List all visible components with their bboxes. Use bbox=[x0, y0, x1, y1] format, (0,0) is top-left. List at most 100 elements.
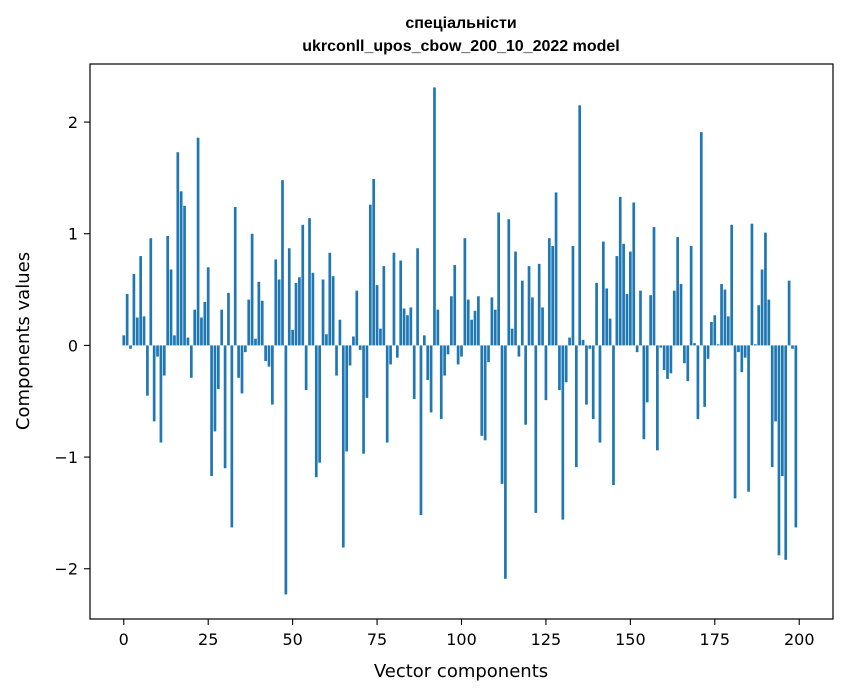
y-axis-label: Components values bbox=[13, 252, 34, 430]
y-tick-label: 1 bbox=[68, 225, 78, 244]
bar bbox=[358, 345, 362, 350]
bar bbox=[368, 204, 372, 346]
x-axis-ticks: 0 25 50 75 100 125 150 175 200 bbox=[119, 619, 815, 649]
bar bbox=[466, 299, 470, 346]
bar bbox=[500, 345, 504, 484]
bar bbox=[291, 329, 294, 346]
bar bbox=[159, 345, 163, 443]
bar bbox=[531, 297, 534, 346]
bar bbox=[345, 345, 349, 452]
bar bbox=[683, 345, 686, 364]
bar bbox=[237, 345, 240, 378]
bar bbox=[520, 280, 524, 346]
bar bbox=[514, 251, 517, 346]
bar bbox=[645, 345, 649, 403]
bar bbox=[132, 273, 136, 346]
bar bbox=[277, 279, 281, 346]
x-tick-label: 100 bbox=[446, 630, 477, 649]
bar bbox=[767, 299, 771, 346]
bar bbox=[760, 269, 764, 346]
bar bbox=[750, 223, 754, 346]
bar bbox=[331, 276, 335, 346]
bar bbox=[710, 321, 713, 346]
bar bbox=[375, 285, 379, 346]
bar bbox=[747, 345, 750, 492]
bar bbox=[183, 205, 186, 346]
x-tick-label: 200 bbox=[784, 630, 815, 649]
bar bbox=[169, 269, 173, 346]
bar bbox=[659, 345, 663, 348]
bar bbox=[382, 266, 386, 346]
bar bbox=[581, 339, 585, 346]
bar bbox=[470, 319, 473, 346]
bar bbox=[426, 345, 430, 381]
bar bbox=[493, 309, 497, 346]
bar bbox=[220, 309, 224, 346]
x-tick-label: 0 bbox=[119, 630, 129, 649]
bar bbox=[689, 246, 693, 346]
bar bbox=[203, 301, 207, 346]
bar bbox=[770, 345, 774, 468]
bar bbox=[568, 337, 571, 346]
bar bbox=[200, 317, 203, 346]
bar bbox=[672, 290, 676, 346]
bar bbox=[625, 294, 629, 346]
bar bbox=[321, 279, 325, 346]
bar bbox=[622, 243, 625, 346]
bar bbox=[635, 345, 639, 353]
bar-series bbox=[122, 87, 798, 595]
bar bbox=[443, 345, 446, 376]
bar bbox=[423, 335, 426, 346]
bar bbox=[254, 338, 257, 346]
y-axis-ticks: 2 1 0 −1 −2 bbox=[54, 113, 90, 579]
bar bbox=[341, 345, 345, 548]
bar bbox=[304, 345, 308, 391]
bar bbox=[564, 345, 568, 383]
bar bbox=[639, 290, 642, 346]
bar bbox=[372, 179, 376, 346]
bar bbox=[737, 345, 740, 353]
bar bbox=[419, 345, 423, 516]
bar bbox=[250, 233, 254, 346]
bar bbox=[257, 281, 261, 346]
bar bbox=[615, 256, 619, 346]
bar bbox=[179, 191, 183, 346]
bar bbox=[335, 345, 338, 376]
bar bbox=[679, 283, 683, 346]
bar bbox=[676, 237, 679, 346]
bar bbox=[595, 282, 598, 346]
bar bbox=[551, 246, 555, 346]
y-tick-label: 2 bbox=[68, 113, 78, 132]
bar bbox=[591, 345, 595, 420]
bar bbox=[260, 300, 264, 346]
bar bbox=[632, 202, 636, 346]
bar bbox=[362, 345, 365, 454]
x-axis-label: Vector components bbox=[374, 661, 548, 682]
bar bbox=[287, 248, 291, 346]
bar bbox=[406, 315, 409, 346]
bar bbox=[196, 137, 200, 346]
bar bbox=[314, 345, 318, 478]
bar bbox=[794, 345, 798, 528]
bar bbox=[693, 343, 696, 346]
bar bbox=[571, 246, 575, 346]
bar bbox=[412, 345, 416, 400]
bar bbox=[726, 316, 730, 346]
bar bbox=[588, 345, 592, 349]
bar bbox=[460, 345, 463, 357]
bar bbox=[122, 335, 126, 346]
bar bbox=[757, 305, 761, 346]
bar bbox=[301, 224, 305, 346]
bar bbox=[487, 345, 490, 363]
bar bbox=[612, 345, 615, 485]
bar bbox=[669, 345, 673, 374]
y-tick-label: 0 bbox=[68, 336, 78, 355]
bar bbox=[399, 260, 403, 346]
bar bbox=[656, 345, 659, 451]
bar bbox=[152, 345, 156, 422]
bar bbox=[389, 345, 392, 365]
x-tick-label: 175 bbox=[700, 630, 731, 649]
bar bbox=[716, 344, 720, 346]
bar bbox=[233, 206, 237, 346]
